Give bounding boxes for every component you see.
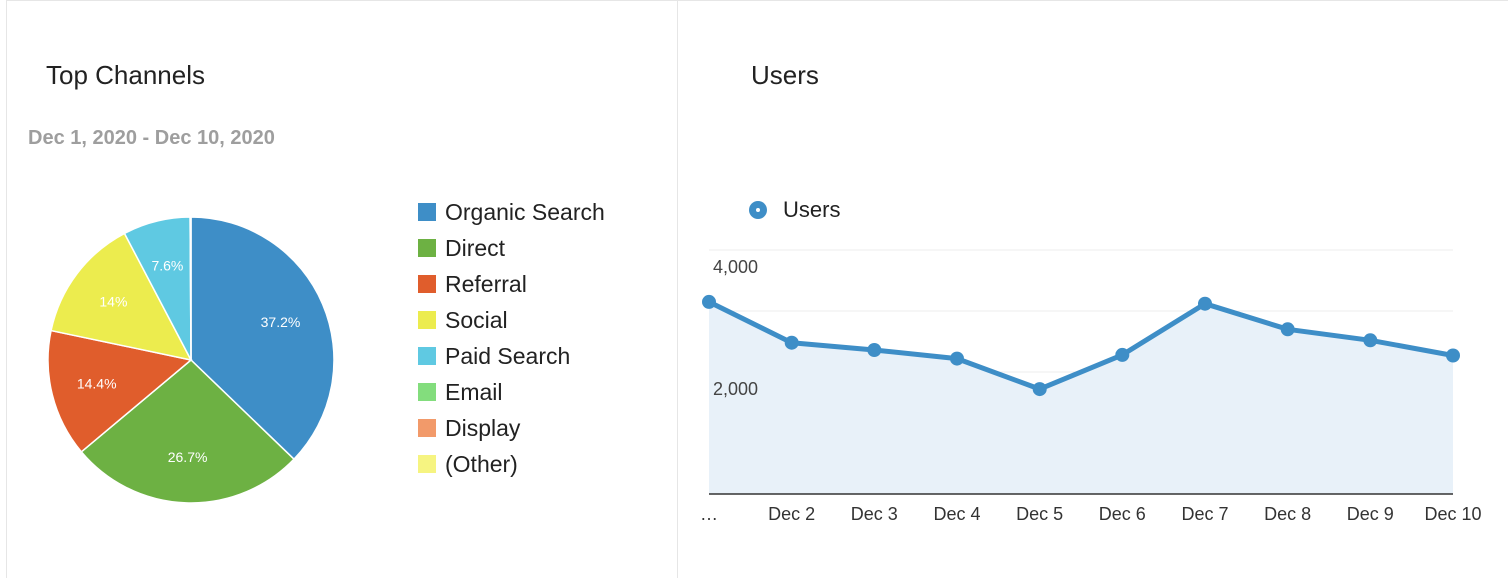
x-tick-label: Dec 2 [768,504,815,524]
users-point-dec-8[interactable] [1280,322,1295,337]
pie-data-label: 7.6% [151,258,183,274]
legend-swatch-icon [418,455,436,473]
users-point-dec-1[interactable] [702,294,716,309]
users-point-dec-7[interactable] [1198,296,1212,311]
pie-slice-referral[interactable] [47,329,193,453]
date-range-label: Dec 1, 2020 - Dec 10, 2020 [28,127,275,149]
y-tick-label: 4,000 [713,257,758,277]
legend-swatch-icon [418,275,436,293]
legend-label: (Other) [445,450,518,477]
pie-data-label: 14% [99,293,127,309]
users-point-dec-9[interactable] [1363,333,1378,348]
legend-swatch-icon [418,383,436,401]
x-tick-label: Dec 5 [1016,504,1063,524]
y-tick-label: 2,000 [713,379,758,399]
pie-data-label: 26.7% [168,449,208,465]
x-tick-label: … [700,504,718,524]
legend-swatch-icon [418,347,436,365]
pie-chart: 37.2% 26.7% 14.4% 14% 7.6% [47,216,335,504]
legend-item[interactable]: Direct [418,230,605,266]
pie-slice-direct[interactable] [80,358,296,504]
legend-item[interactable]: Referral [418,266,605,302]
pie-slice-social[interactable] [50,232,193,362]
users-point-dec-2[interactable] [784,335,799,350]
top-channels-title: Top Channels [46,60,205,90]
x-tick-label: Dec 9 [1347,504,1394,524]
legend-item[interactable]: Paid Search [418,338,605,374]
x-tick-label: Dec 3 [851,504,898,524]
x-tick-label: Dec 4 [933,504,980,524]
legend-item[interactable]: Email [418,374,605,410]
legend-label: Organic Search [445,198,605,225]
legend-swatch-icon [418,419,436,437]
users-point-dec-6[interactable] [1115,347,1130,362]
users-line-chart: 4,000 2,000 … Dec 2 Dec 3 Dec 4 Dec 5 Dec 6 Dec … [700,249,1482,524]
legend-item[interactable]: Display [418,410,605,446]
x-tick-label: Dec 8 [1264,504,1311,524]
legend-label: Social [445,306,508,333]
users-point-dec-4[interactable] [950,351,964,366]
legend-label: Referral [445,270,527,297]
users-legend-label: Users [783,197,841,222]
users-point-dec-3[interactable] [867,343,882,357]
legend-swatch-icon [418,203,436,221]
pie-slice-organic-search[interactable] [190,216,335,461]
users-point-dec-5[interactable] [1032,382,1047,397]
users-area-fill [709,301,1453,494]
legend-swatch-icon [418,239,436,257]
legend-item[interactable]: Social [418,302,605,338]
legend-label: Paid Search [445,342,571,369]
legend-label: Email [445,378,503,405]
legend-item[interactable]: Organic Search [418,194,605,230]
legend-label: Display [445,414,521,441]
pie-slice-email[interactable] [189,216,192,361]
users-title: Users [751,60,819,90]
x-tick-label: Dec 10 [1424,504,1481,524]
users-legend-marker-icon [749,201,767,219]
x-tick-label: Dec 6 [1099,504,1146,524]
top-channels-card: Top Channels Dec 1, 2020 - Dec 10, 2020 … [6,0,678,578]
users-series-line [707,299,1454,392]
pie-legend: Organic Search Direct Referral Social Paid S… [418,194,605,482]
legend-label: Direct [445,234,506,261]
pie-data-label: 14.4% [77,376,117,392]
pie-data-label: 37.2% [261,314,301,330]
legend-item[interactable]: (Other) [418,446,605,482]
legend-swatch-icon [418,311,436,329]
users-legend[interactable]: Users [749,197,840,223]
users-card: Users Users 4,000 2,000 … Dec 2 Dec 3 Dec 4 De… [678,0,1508,578]
x-tick-label: Dec 7 [1181,504,1228,524]
users-point-dec-10[interactable] [1446,348,1460,363]
